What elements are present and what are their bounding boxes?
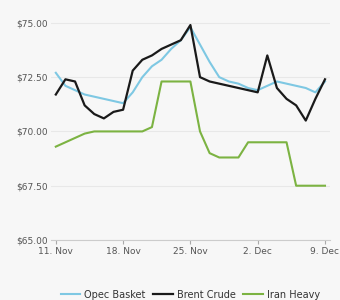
Brent Crude bbox=[227, 84, 231, 88]
Opec Basket bbox=[131, 91, 135, 94]
Brent Crude bbox=[131, 69, 135, 72]
Brent Crude bbox=[275, 86, 279, 90]
Brent Crude bbox=[294, 103, 298, 107]
Opec Basket bbox=[54, 71, 58, 75]
Brent Crude bbox=[265, 54, 269, 57]
Brent Crude bbox=[198, 75, 202, 79]
Iran Heavy bbox=[131, 130, 135, 133]
Iran Heavy bbox=[227, 156, 231, 159]
Iran Heavy bbox=[265, 140, 269, 144]
Brent Crude bbox=[188, 23, 192, 27]
Opec Basket bbox=[92, 95, 96, 98]
Opec Basket bbox=[150, 64, 154, 68]
Brent Crude bbox=[121, 108, 125, 112]
Opec Basket bbox=[63, 84, 67, 88]
Line: Opec Basket: Opec Basket bbox=[56, 27, 325, 103]
Iran Heavy bbox=[285, 140, 289, 144]
Opec Basket bbox=[121, 101, 125, 105]
Opec Basket bbox=[304, 86, 308, 90]
Brent Crude bbox=[208, 80, 212, 83]
Brent Crude bbox=[102, 117, 106, 120]
Brent Crude bbox=[54, 93, 58, 96]
Iran Heavy bbox=[92, 130, 96, 133]
Opec Basket bbox=[112, 99, 116, 103]
Opec Basket bbox=[217, 75, 221, 79]
Iran Heavy bbox=[83, 132, 87, 135]
Brent Crude bbox=[159, 47, 164, 51]
Brent Crude bbox=[140, 58, 144, 61]
Iran Heavy bbox=[198, 130, 202, 133]
Opec Basket bbox=[198, 43, 202, 46]
Brent Crude bbox=[304, 119, 308, 122]
Iran Heavy bbox=[159, 80, 164, 83]
Iran Heavy bbox=[208, 151, 212, 155]
Brent Crude bbox=[83, 103, 87, 107]
Opec Basket bbox=[294, 84, 298, 88]
Opec Basket bbox=[256, 88, 260, 92]
Brent Crude bbox=[285, 97, 289, 101]
Opec Basket bbox=[275, 80, 279, 83]
Opec Basket bbox=[179, 38, 183, 42]
Opec Basket bbox=[102, 97, 106, 101]
Line: Iran Heavy: Iran Heavy bbox=[56, 82, 325, 186]
Iran Heavy bbox=[256, 140, 260, 144]
Iran Heavy bbox=[54, 145, 58, 148]
Iran Heavy bbox=[217, 156, 221, 159]
Brent Crude bbox=[313, 97, 318, 101]
Brent Crude bbox=[169, 43, 173, 46]
Brent Crude bbox=[73, 80, 77, 83]
Brent Crude bbox=[236, 86, 240, 90]
Opec Basket bbox=[236, 82, 240, 85]
Iran Heavy bbox=[112, 130, 116, 133]
Iran Heavy bbox=[169, 80, 173, 83]
Opec Basket bbox=[159, 58, 164, 61]
Brent Crude bbox=[246, 88, 250, 92]
Brent Crude bbox=[179, 38, 183, 42]
Legend: Opec Basket, Brent Crude, Iran Heavy: Opec Basket, Brent Crude, Iran Heavy bbox=[57, 286, 324, 300]
Opec Basket bbox=[140, 75, 144, 79]
Brent Crude bbox=[323, 77, 327, 81]
Iran Heavy bbox=[294, 184, 298, 188]
Opec Basket bbox=[313, 91, 318, 94]
Line: Brent Crude: Brent Crude bbox=[56, 25, 325, 121]
Iran Heavy bbox=[150, 125, 154, 129]
Opec Basket bbox=[188, 26, 192, 29]
Iran Heavy bbox=[313, 184, 318, 188]
Iran Heavy bbox=[275, 140, 279, 144]
Iran Heavy bbox=[323, 184, 327, 188]
Iran Heavy bbox=[304, 184, 308, 188]
Brent Crude bbox=[217, 82, 221, 85]
Opec Basket bbox=[246, 86, 250, 90]
Brent Crude bbox=[92, 112, 96, 116]
Brent Crude bbox=[63, 77, 67, 81]
Iran Heavy bbox=[246, 140, 250, 144]
Opec Basket bbox=[169, 47, 173, 51]
Iran Heavy bbox=[236, 156, 240, 159]
Iran Heavy bbox=[188, 80, 192, 83]
Opec Basket bbox=[265, 84, 269, 88]
Iran Heavy bbox=[121, 130, 125, 133]
Opec Basket bbox=[323, 80, 327, 83]
Opec Basket bbox=[73, 88, 77, 92]
Iran Heavy bbox=[102, 130, 106, 133]
Iran Heavy bbox=[63, 140, 67, 144]
Opec Basket bbox=[227, 80, 231, 83]
Iran Heavy bbox=[140, 130, 144, 133]
Iran Heavy bbox=[179, 80, 183, 83]
Brent Crude bbox=[150, 54, 154, 57]
Brent Crude bbox=[112, 110, 116, 114]
Brent Crude bbox=[256, 91, 260, 94]
Iran Heavy bbox=[73, 136, 77, 140]
Opec Basket bbox=[285, 82, 289, 85]
Opec Basket bbox=[208, 60, 212, 64]
Opec Basket bbox=[83, 93, 87, 96]
